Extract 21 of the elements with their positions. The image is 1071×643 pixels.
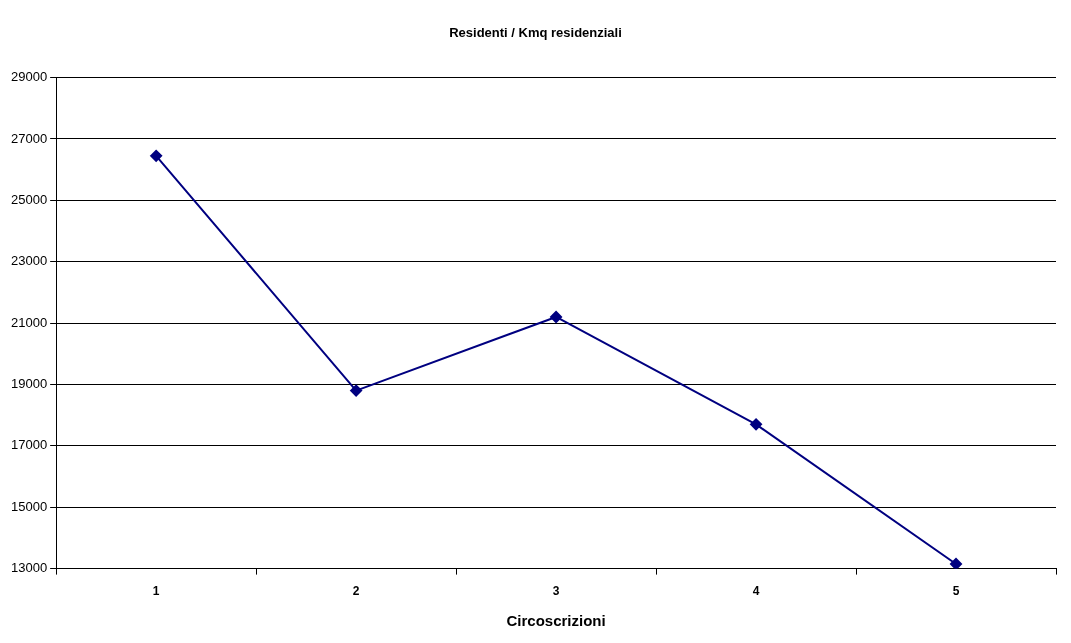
x-tick-label: 4 [752,584,760,599]
point [750,418,763,431]
x-tick-label: 3 [552,584,560,599]
point [550,310,563,323]
x-axis-title: Circoscrizioni [506,612,606,630]
x-tick-label: 1 [152,584,160,599]
point [150,149,163,162]
y-tick-label: 19000 [10,376,48,392]
y-tick-label: 23000 [10,253,48,269]
x-tick-label: 2 [352,584,360,599]
chart-title: Residenti / Kmq residenziali [449,25,622,41]
y-tick-label: 25000 [10,191,48,207]
y-tick-label: 29000 [10,69,48,85]
y-tick-label: 13000 [10,560,48,576]
x-tick-label: 5 [952,584,960,599]
point [350,384,363,397]
y-tick-label: 21000 [10,314,48,330]
y-tick-label: 27000 [10,130,48,146]
point [950,558,963,569]
y-tick-label: 15000 [10,498,48,514]
y-tick-label: 17000 [10,437,48,453]
